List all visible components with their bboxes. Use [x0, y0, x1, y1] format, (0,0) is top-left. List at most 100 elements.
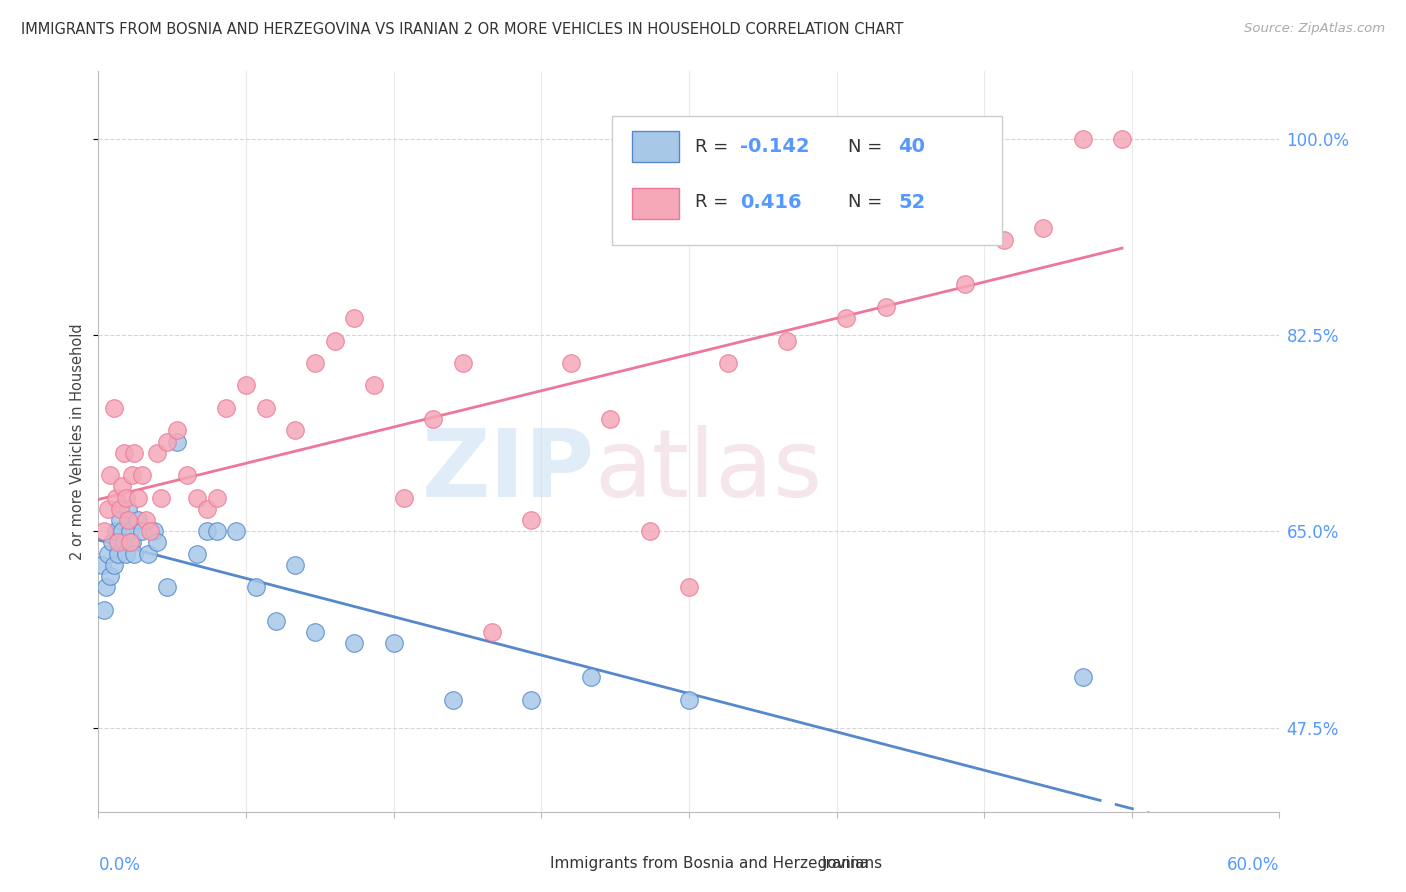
Point	[105, 491, 128, 505]
Point	[481, 625, 503, 640]
Point	[122, 547, 145, 561]
Point	[422, 412, 444, 426]
Text: Immigrants from Bosnia and Herzegovina: Immigrants from Bosnia and Herzegovina	[550, 856, 869, 871]
Point	[146, 535, 169, 549]
Point	[717, 356, 740, 370]
Point	[142, 524, 165, 539]
Point	[914, 827, 936, 841]
Point	[136, 547, 159, 561]
Point	[776, 334, 799, 348]
Point	[166, 434, 188, 449]
Text: ZIP: ZIP	[422, 425, 595, 517]
Point	[245, 580, 267, 594]
Point	[121, 468, 143, 483]
Point	[107, 535, 129, 549]
Point	[875, 300, 897, 314]
Text: 52: 52	[898, 193, 925, 212]
Point	[156, 580, 179, 594]
Point	[98, 569, 121, 583]
Point	[108, 513, 131, 527]
Point	[1032, 221, 1054, 235]
Point	[131, 468, 153, 483]
Text: 0.416: 0.416	[740, 193, 801, 212]
Point	[107, 547, 129, 561]
Point	[127, 513, 149, 527]
Text: R =: R =	[695, 194, 740, 211]
Text: -0.142: -0.142	[740, 137, 810, 156]
Point	[835, 311, 858, 326]
Point	[186, 491, 208, 505]
Bar	[633, 131, 679, 162]
Point	[117, 501, 139, 516]
Y-axis label: 2 or more Vehicles in Household: 2 or more Vehicles in Household	[70, 323, 86, 560]
Point	[96, 580, 118, 594]
Point	[205, 491, 228, 505]
Point	[520, 692, 543, 706]
Text: Source: ZipAtlas.com: Source: ZipAtlas.com	[1244, 22, 1385, 36]
Point	[97, 501, 120, 516]
Text: 40: 40	[898, 137, 925, 156]
Point	[115, 547, 138, 561]
Point	[1111, 131, 1133, 145]
Point	[103, 558, 125, 572]
Point	[186, 547, 208, 561]
Point	[121, 535, 143, 549]
Point	[98, 468, 121, 483]
Point	[93, 524, 115, 539]
Point	[112, 535, 135, 549]
Point	[108, 501, 131, 516]
Bar	[633, 188, 679, 219]
Point	[97, 547, 120, 561]
Point	[1071, 670, 1094, 684]
Point	[118, 535, 141, 549]
Point	[579, 670, 602, 684]
Text: N =: N =	[848, 138, 889, 156]
Point	[678, 692, 700, 706]
Point	[122, 446, 145, 460]
Text: 0.0%: 0.0%	[98, 856, 141, 874]
Point	[135, 513, 157, 527]
Point	[156, 434, 179, 449]
Point	[105, 524, 128, 539]
Text: atlas: atlas	[595, 425, 823, 517]
Point	[304, 356, 326, 370]
Point	[150, 491, 173, 505]
Point	[343, 636, 366, 650]
Point	[451, 356, 474, 370]
Point	[205, 524, 228, 539]
Point	[323, 334, 346, 348]
Point	[363, 378, 385, 392]
Text: N =: N =	[848, 194, 889, 211]
Point	[118, 524, 141, 539]
Point	[678, 580, 700, 594]
Point	[993, 233, 1015, 247]
Bar	[783, 853, 813, 875]
Point	[392, 491, 415, 505]
Point	[115, 491, 138, 505]
Point	[166, 423, 188, 437]
Point	[225, 524, 247, 539]
Point	[91, 558, 114, 572]
Point	[520, 513, 543, 527]
Bar	[512, 853, 541, 875]
Point	[146, 446, 169, 460]
Point	[93, 603, 115, 617]
Point	[138, 524, 160, 539]
Point	[195, 501, 218, 516]
Point	[176, 468, 198, 483]
Point	[441, 692, 464, 706]
Point	[382, 636, 405, 650]
Point	[111, 524, 134, 539]
Point	[1071, 131, 1094, 145]
Point	[195, 524, 218, 539]
Point	[111, 479, 134, 493]
Point	[560, 356, 582, 370]
Point	[284, 558, 307, 572]
Text: IMMIGRANTS FROM BOSNIA AND HERZEGOVINA VS IRANIAN 2 OR MORE VEHICLES IN HOUSEHOL: IMMIGRANTS FROM BOSNIA AND HERZEGOVINA V…	[21, 22, 904, 37]
Point	[215, 401, 238, 415]
Point	[112, 446, 135, 460]
Point	[131, 524, 153, 539]
Point	[304, 625, 326, 640]
Point	[343, 311, 366, 326]
Point	[953, 277, 976, 292]
